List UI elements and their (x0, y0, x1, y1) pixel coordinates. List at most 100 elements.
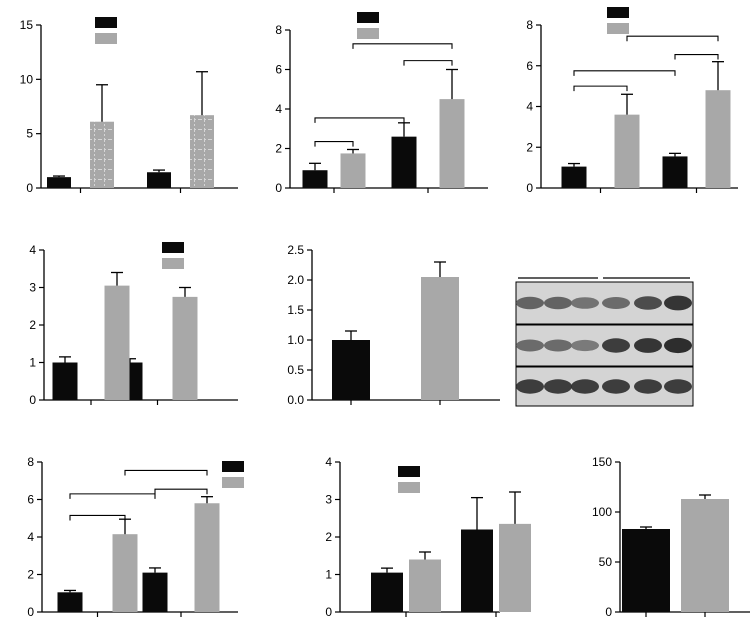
significance-bracket (154, 488, 208, 495)
panel-a: 0 5 10 15 (20, 17, 238, 195)
panel-b: 0 2 4 6 8 (275, 12, 488, 195)
bar (391, 136, 417, 188)
significance-bracket (314, 141, 354, 147)
legend-swatch (357, 12, 379, 23)
legend-swatch (398, 466, 420, 477)
panel-e: 0.0 0.5 1.0 1.5 2.0 2.5 (287, 243, 500, 407)
blot-band (544, 296, 572, 310)
bar (104, 285, 130, 400)
panel-i: 0 50 100 150 (592, 455, 750, 619)
bar (194, 503, 220, 612)
blot-band (516, 379, 544, 394)
y-tick-label: 4 (27, 530, 34, 544)
y-tick-label: 1 (325, 568, 332, 582)
y-tick-label: 4 (325, 455, 332, 469)
bar (57, 592, 83, 612)
y-tick-label: 0.5 (287, 363, 304, 377)
y-tick-label: 150 (592, 455, 612, 469)
blot-band (602, 338, 630, 353)
y-tick-label: 0 (325, 605, 332, 619)
y-tick-label: 2 (27, 568, 34, 582)
significance-bracket (573, 85, 628, 92)
significance-bracket (626, 35, 719, 42)
y-tick-label: 0 (27, 605, 34, 619)
bar (332, 340, 370, 400)
legend-swatch (95, 33, 117, 44)
y-tick-label: 100 (592, 505, 612, 519)
bar (622, 529, 670, 612)
panel-c: 0 2 4 6 8 (526, 7, 738, 195)
bar (112, 534, 138, 612)
blot-band (602, 297, 630, 309)
legend-swatch (607, 7, 629, 18)
y-tick-label: 0 (526, 181, 533, 195)
legend-swatch (398, 482, 420, 493)
significance-bracket (69, 514, 126, 521)
blot-band (571, 379, 599, 394)
y-tick-label: 2 (526, 140, 533, 154)
y-tick-label: 0.0 (287, 393, 304, 407)
y-tick-label: 1 (29, 356, 36, 370)
y-tick-label: 6 (275, 63, 282, 77)
y-tick-label: 2.0 (287, 273, 304, 287)
bar (499, 523, 531, 612)
bar (90, 121, 114, 188)
bar (561, 166, 587, 188)
bar (461, 529, 493, 612)
blot-band (664, 295, 692, 311)
bar (47, 177, 71, 188)
blot-band (516, 296, 544, 310)
y-tick-label: 8 (526, 18, 533, 32)
y-tick-label: 4 (526, 100, 533, 114)
bar (142, 572, 168, 612)
y-tick-label: 0 (29, 393, 36, 407)
y-tick-label: 4 (275, 102, 282, 116)
legend-swatch (222, 461, 244, 472)
y-tick-label: 3 (325, 493, 332, 507)
panel-h: 0 1 2 3 4 (325, 455, 531, 619)
bar (302, 170, 328, 188)
y-tick-label: 8 (275, 23, 282, 37)
significance-bracket (403, 60, 453, 66)
bar (681, 499, 729, 612)
bar (662, 156, 688, 188)
legend-swatch (162, 258, 184, 269)
blot-band (634, 338, 662, 353)
blot-band (544, 339, 572, 352)
y-tick-label: 50 (599, 555, 613, 569)
blot-band (664, 379, 692, 394)
y-tick-label: 4 (29, 243, 36, 257)
legend-swatch (95, 17, 117, 28)
significance-bracket (69, 493, 156, 499)
y-tick-label: 5 (26, 127, 33, 141)
y-tick-label: 6 (526, 59, 533, 73)
bar (190, 115, 214, 188)
y-tick-label: 1.0 (287, 333, 304, 347)
blot-band (634, 379, 662, 394)
blot-band (664, 337, 692, 354)
bar (172, 296, 198, 400)
blot-band (516, 339, 544, 352)
panel-g: 0 2 4 6 8 (27, 455, 244, 619)
bar (371, 572, 403, 612)
bar (421, 277, 459, 400)
blot-band (544, 379, 572, 394)
significance-bracket (314, 117, 405, 123)
blot-band (571, 339, 599, 352)
y-tick-label: 0 (605, 605, 612, 619)
bar (614, 114, 640, 188)
legend-swatch (162, 242, 184, 253)
blot-band (571, 297, 599, 309)
y-tick-label: 0 (26, 181, 33, 195)
bar (439, 99, 465, 188)
bar (409, 559, 441, 612)
y-tick-label: 8 (27, 455, 34, 469)
bar (340, 153, 366, 188)
y-tick-label: 10 (20, 72, 34, 86)
significance-bracket (124, 469, 208, 476)
legend-swatch (222, 477, 244, 488)
blot-band (602, 379, 630, 394)
y-tick-label: 2.5 (287, 243, 304, 257)
panel-d: 0 1 2 3 4 (29, 242, 238, 407)
